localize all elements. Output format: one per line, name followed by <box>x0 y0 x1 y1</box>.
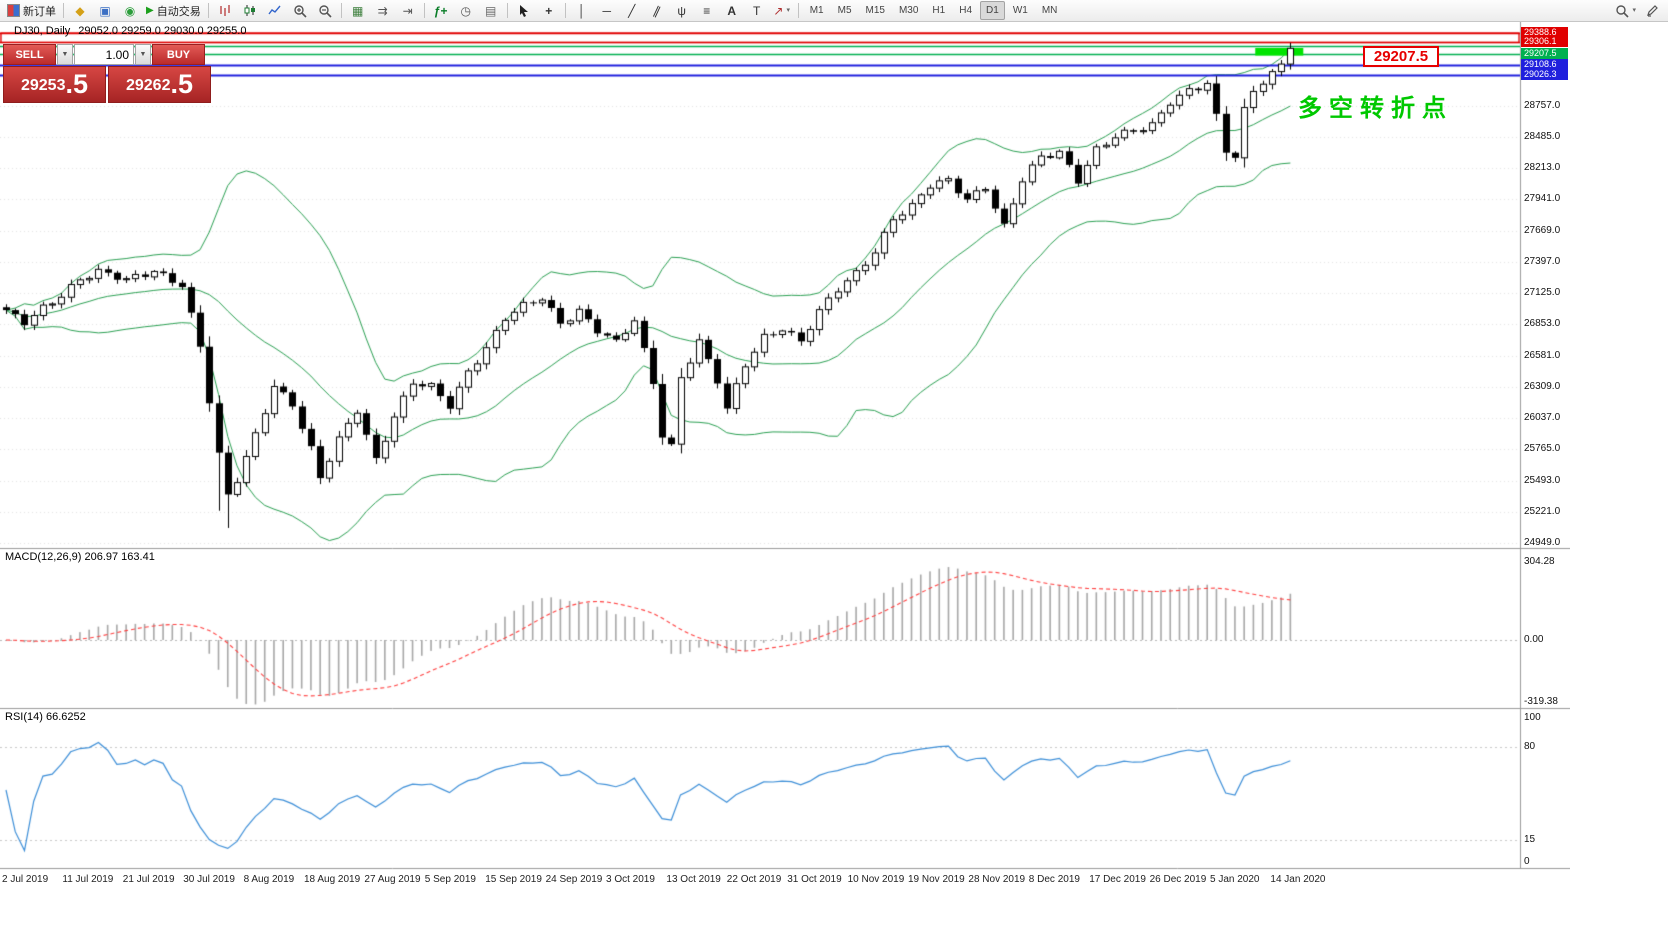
sell-button[interactable]: SELL <box>3 44 56 65</box>
bars-chart-icon[interactable] <box>213 2 237 20</box>
trendline-icon[interactable]: ╱ <box>628 3 636 18</box>
channel-icon[interactable]: ∥ <box>651 2 663 19</box>
autotrading-label: 自动交易 <box>156 5 201 18</box>
timeframe-button-m15[interactable]: M15 <box>865 5 885 16</box>
lot-dropdown-icon[interactable]: ▼ <box>135 44 151 65</box>
price-chart-canvas[interactable] <box>0 22 1570 950</box>
horizontal-line-icon[interactable]: ─ <box>602 3 611 18</box>
sell-price-display[interactable]: 29253.5 <box>3 66 106 103</box>
toolbar-separator <box>340 3 342 18</box>
market-watch-icon[interactable]: ◆ <box>75 3 85 18</box>
toolbar-separator <box>207 3 209 18</box>
signals-icon[interactable]: ◉ <box>124 3 136 18</box>
turning-point-label: 多空转折点 <box>1298 95 1453 122</box>
rsi-indicator-label: RSI(14) 66.6252 <box>5 711 86 723</box>
zoom-in-icon[interactable] <box>288 2 312 20</box>
vertical-line-icon[interactable]: │ <box>577 3 586 18</box>
cursor-icon[interactable] <box>512 2 536 20</box>
timeframe-button-m1[interactable]: M1 <box>809 5 824 16</box>
macd-indicator-label: MACD(12,26,9) 206.97 163.41 <box>5 551 155 563</box>
autotrading-play-icon: ▶ <box>146 4 154 16</box>
search-icon[interactable]: ▾ <box>1612 2 1639 20</box>
text-icon[interactable]: A <box>727 3 737 18</box>
text-label-icon[interactable]: T <box>753 3 761 18</box>
tile-windows-icon[interactable]: ▦ <box>352 3 364 18</box>
timeframe-button-mn[interactable]: MN <box>1041 5 1058 16</box>
templates-icon[interactable]: ▤ <box>485 3 497 18</box>
autotrading-button[interactable]: ▶ 自动交易 <box>143 2 204 20</box>
chart-area <box>0 22 1570 950</box>
toolbar-separator <box>63 3 64 18</box>
timeframe-button-h4[interactable]: H4 <box>959 5 973 16</box>
arrows-icon[interactable]: ↗ ▾ <box>773 3 790 18</box>
sell-dropdown-icon[interactable]: ▼ <box>57 44 73 65</box>
lot-size-input[interactable] <box>74 44 134 65</box>
timeframe-button-group: M1 M5 M15 M30 H1 H4 D1 W1 MN <box>803 1 1065 20</box>
indicators-icon[interactable]: ƒ+ <box>433 3 448 18</box>
toolbar-separator <box>564 3 566 18</box>
new-order-label: 新订单 <box>23 5 56 18</box>
chart-symbol-title: DJ30, Daily 29052.0 29259.0 29030.0 29255… <box>14 25 254 37</box>
symbol-ohlc: 29052.0 29259.0 29030.0 29255.0 <box>78 25 247 37</box>
buy-price-display[interactable]: 29262.5 <box>108 66 211 103</box>
edit-icon[interactable] <box>1640 2 1664 20</box>
new-order-button[interactable]: 新订单 <box>4 2 59 20</box>
timeframe-button-d1[interactable]: D1 <box>980 1 1005 20</box>
timeframe-button-m5[interactable]: M5 <box>837 5 852 16</box>
sell-price-frac: .5 <box>65 69 89 99</box>
timeframe-button-w1[interactable]: W1 <box>1012 5 1028 16</box>
buy-button[interactable]: BUY <box>152 44 205 65</box>
buy-price-frac: .5 <box>170 69 194 99</box>
symbol-name: DJ30, Daily <box>14 25 71 37</box>
fibonacci-icon[interactable]: ≡ <box>703 3 711 18</box>
andrews-pitchfork-icon[interactable]: ψ <box>677 3 686 18</box>
crosshair-icon[interactable]: + <box>545 3 553 18</box>
periods-icon[interactable]: ◷ <box>460 3 471 18</box>
toolbar-separator <box>797 3 799 18</box>
buy-price-main: 29262 <box>125 77 171 94</box>
toolbar-separator <box>506 3 508 18</box>
chart-shift-icon[interactable]: ⇥ <box>402 3 413 18</box>
toolbar-separator <box>423 3 425 18</box>
timeframe-button-h1[interactable]: H1 <box>932 5 946 16</box>
line-chart-icon[interactable] <box>263 2 287 20</box>
new-order-icon <box>7 4 20 17</box>
zoom-out-icon[interactable] <box>313 2 337 20</box>
one-click-trading-panel: SELL ▼ ▼ BUY 29253.5 29262.5 <box>3 44 213 103</box>
price-callout-box[interactable]: 29207.5 <box>1363 46 1439 67</box>
toolbar: 新订单 ◆ ▣ ◉ ▶ 自动交易 ▦ ⇉ ⇥ ƒ+ ◷ ▤ <box>0 0 1668 22</box>
timeframe-button-m30[interactable]: M30 <box>898 5 919 16</box>
candlestick-chart-icon[interactable] <box>238 2 262 20</box>
data-window-icon[interactable]: ▣ <box>99 3 111 18</box>
sell-price-main: 29253 <box>20 77 66 94</box>
auto-scroll-icon[interactable]: ⇉ <box>377 3 388 18</box>
